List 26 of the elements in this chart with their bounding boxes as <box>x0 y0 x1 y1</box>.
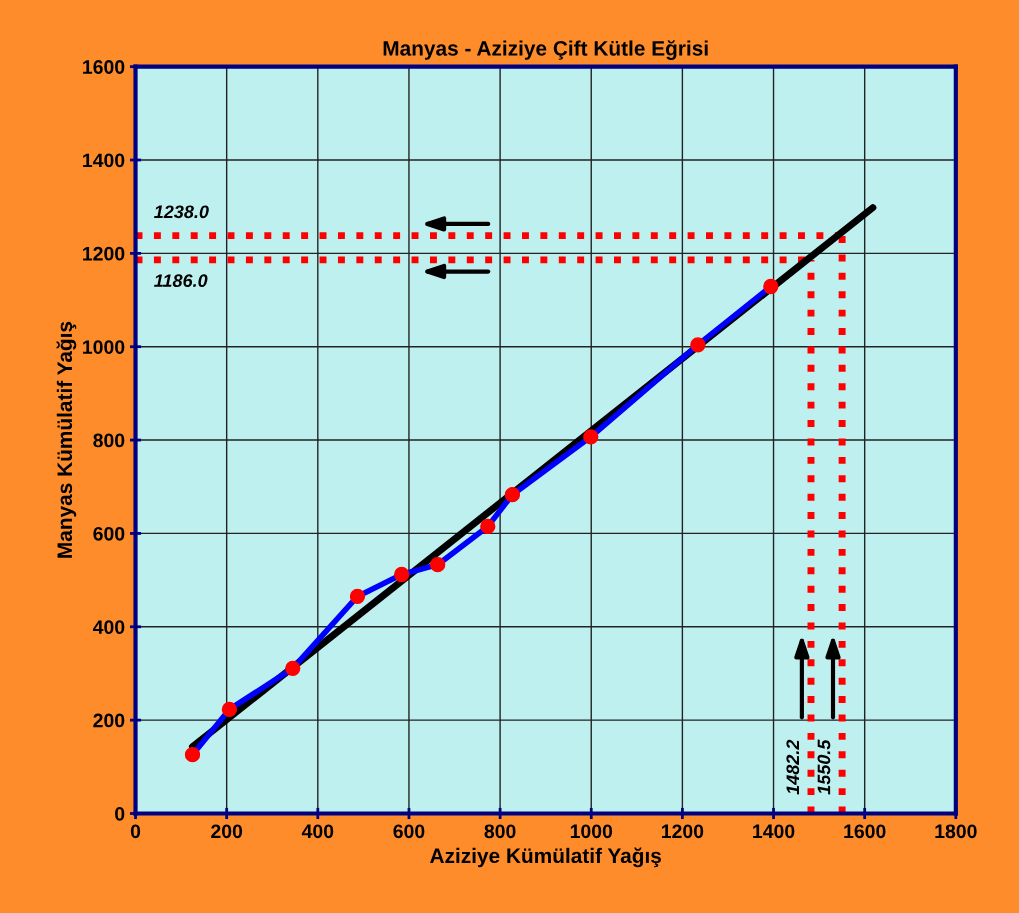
y-tick-label: 1400 <box>83 153 125 168</box>
x-tick-label: 200 <box>211 824 243 839</box>
x-tick-label: 600 <box>393 824 425 839</box>
x-tick-label: 1400 <box>753 824 795 839</box>
ref-line-label: 1550.5 <box>817 739 831 795</box>
y-tick-label: 0 <box>115 806 125 821</box>
ref-line-label: 1238.0 <box>154 205 209 219</box>
y-tick-label: 200 <box>93 713 125 728</box>
x-tick-label: 1000 <box>570 824 613 839</box>
y-tick-label: 600 <box>93 526 125 541</box>
chart-title: Manyas - Aziziye Çift Kütle Eğrisi <box>383 40 708 60</box>
y-tick-label: 1600 <box>83 60 125 74</box>
x-tick-label: 1800 <box>935 824 977 839</box>
x-tick-label: 1600 <box>844 824 886 839</box>
x-tick-label: 800 <box>484 824 516 839</box>
x-tick-label: 400 <box>301 824 334 839</box>
x-tick-label: 0 <box>130 824 141 839</box>
x-axis-title: Aziziye Kümülatif Yağış <box>430 847 661 868</box>
y-tick-label: 1000 <box>83 340 125 354</box>
y-axis-title: Manyas Kümülatif Yağış <box>56 321 77 558</box>
ref-line-label: 1482.2 <box>786 739 800 795</box>
y-tick-label: 800 <box>93 433 125 448</box>
ref-line-label: 1186.0 <box>154 274 208 288</box>
y-tick-label: 1200 <box>83 246 125 261</box>
x-tick-label: 1200 <box>661 824 704 839</box>
y-tick-label: 400 <box>92 620 125 635</box>
